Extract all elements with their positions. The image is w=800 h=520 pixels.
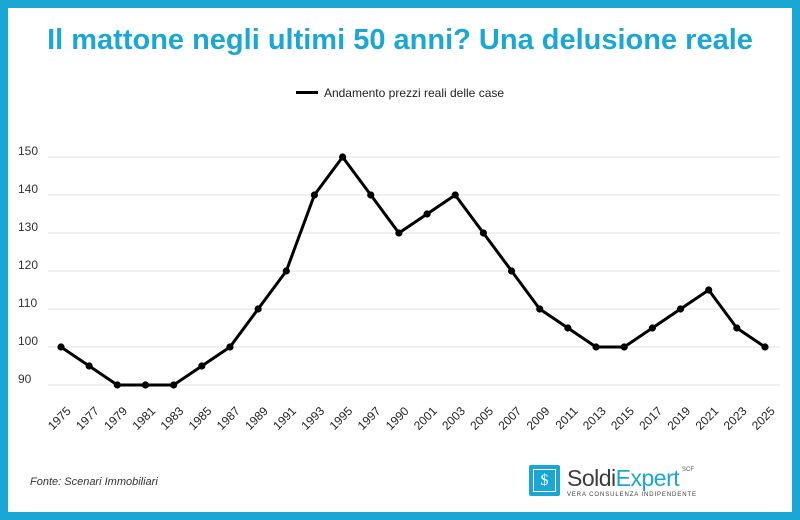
x-tick-label: 2011 bbox=[552, 404, 580, 432]
x-tick-label: 1983 bbox=[158, 404, 187, 433]
x-tick-label: 1979 bbox=[101, 404, 130, 433]
x-tick-label: 1977 bbox=[73, 404, 102, 433]
data-point bbox=[733, 324, 741, 332]
data-point bbox=[170, 381, 178, 389]
x-tick-label: 1981 bbox=[129, 404, 158, 433]
x-tick-label: 2013 bbox=[580, 404, 609, 433]
data-point bbox=[479, 229, 487, 237]
chart-legend: Andamento prezzi reali delle case bbox=[0, 86, 800, 100]
x-tick-label: 2017 bbox=[636, 404, 665, 433]
data-point bbox=[113, 381, 121, 389]
y-tick-label: 120 bbox=[18, 258, 38, 272]
data-point bbox=[282, 267, 290, 275]
y-tick-label: 140 bbox=[18, 182, 38, 196]
data-point bbox=[620, 343, 628, 351]
x-tick-label: 2009 bbox=[524, 404, 553, 433]
x-tick-label: 2007 bbox=[496, 404, 525, 433]
data-point bbox=[198, 362, 206, 370]
logo-tagline: VERA CONSULENZA INDIPENDENTE bbox=[567, 492, 697, 498]
data-point bbox=[254, 305, 262, 313]
y-tick-label: 110 bbox=[18, 296, 37, 310]
x-tick-label: 1997 bbox=[355, 404, 384, 433]
data-point bbox=[451, 191, 459, 199]
data-point bbox=[536, 305, 544, 313]
x-tick-label: 2001 bbox=[411, 404, 440, 433]
x-tick-label: 1990 bbox=[383, 404, 412, 433]
logo-name: SoldiExpert bbox=[567, 465, 680, 491]
x-tick-label: 2005 bbox=[467, 404, 496, 433]
x-tick-label: 1995 bbox=[327, 404, 356, 433]
data-point bbox=[395, 229, 403, 237]
y-tick-label: 100 bbox=[18, 334, 38, 348]
y-tick-label: 150 bbox=[18, 144, 38, 158]
data-point bbox=[85, 362, 93, 370]
series-line bbox=[60, 155, 766, 387]
data-point bbox=[367, 191, 375, 199]
x-tick-label: 1993 bbox=[298, 404, 327, 433]
x-tick-label: 2021 bbox=[693, 404, 722, 433]
legend-label: Andamento prezzi reali delle case bbox=[323, 86, 505, 100]
x-tick-label: 1975 bbox=[45, 404, 74, 433]
soldiexpert-logo: $ SoldiExpert SCF VERA CONSULENZA INDIPE… bbox=[529, 465, 709, 505]
data-point bbox=[564, 324, 572, 332]
x-tick-label: 1985 bbox=[186, 404, 215, 433]
data-point bbox=[57, 343, 65, 351]
legend-line-swatch bbox=[295, 91, 318, 95]
x-tick-label: 2019 bbox=[664, 404, 693, 433]
x-tick-label: 2025 bbox=[749, 404, 778, 433]
x-tick-label: 2015 bbox=[608, 404, 637, 433]
x-tick-label: 1991 bbox=[270, 404, 299, 433]
y-tick-label: 130 bbox=[18, 220, 38, 234]
data-point bbox=[705, 286, 713, 294]
chart-title: Il mattone negli ultimi 50 anni? Una del… bbox=[47, 24, 753, 56]
data-point bbox=[592, 343, 600, 351]
data-point bbox=[676, 305, 685, 313]
data-point bbox=[226, 343, 234, 351]
data-point bbox=[423, 210, 431, 218]
data-point bbox=[339, 153, 347, 161]
dollar-sign-icon: $ bbox=[529, 465, 560, 496]
logo-superscript: SCF bbox=[682, 467, 694, 473]
data-point bbox=[310, 191, 319, 199]
x-tick-label: 1987 bbox=[214, 404, 243, 433]
x-tick-label: 2003 bbox=[439, 404, 468, 433]
data-point bbox=[648, 324, 656, 332]
logo-name-part2: Expert bbox=[615, 465, 680, 491]
y-tick-label: 90 bbox=[18, 372, 32, 386]
x-tick-label: 2023 bbox=[721, 404, 750, 433]
x-tick-label: 1989 bbox=[242, 404, 271, 433]
data-point bbox=[507, 267, 516, 275]
logo-name-part1: Soldi bbox=[567, 465, 616, 491]
source-note: Fonte: Scenari Immobiliari bbox=[30, 476, 158, 488]
data-point bbox=[141, 381, 150, 389]
data-point bbox=[761, 343, 769, 351]
